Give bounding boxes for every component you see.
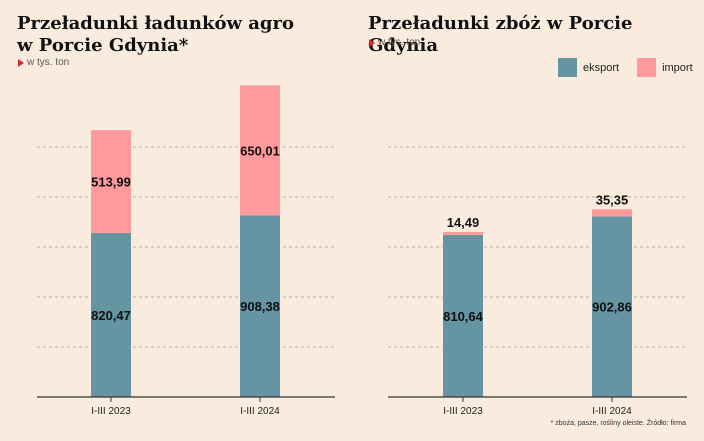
- left-x-tick-label-1: I-III 2024: [240, 406, 280, 417]
- red-triangle-icon: [18, 58, 24, 67]
- left-bar-eksport-1: [240, 215, 280, 397]
- red-triangle-icon: [369, 38, 375, 47]
- left-bar-import-0: [91, 130, 131, 233]
- left-bar-import-1: [240, 85, 280, 216]
- right-data-label-eksport-0: 810,64: [443, 309, 484, 324]
- chart-title-left-line2: w Porcie Gdynia*: [17, 35, 189, 56]
- legend-item-eksport: eksport: [558, 58, 619, 77]
- legend-label-import: import: [662, 61, 693, 74]
- unit-note-left: w tys. ton: [18, 57, 69, 68]
- left-bar-eksport-0: [91, 232, 131, 397]
- right-bar-eksport-0: [443, 234, 483, 397]
- chart-title-right-text: Przeładunki zbóż w Porcie Gdynia: [368, 13, 633, 56]
- legend-swatch-import: [637, 58, 657, 77]
- right-bar-eksport-1: [592, 216, 632, 397]
- legend-label-eksport: eksport: [583, 61, 620, 74]
- unit-note-right-text: w tys. ton: [378, 37, 421, 48]
- left-data-label-import-1: 650,01: [240, 143, 280, 158]
- right-x-tick-label-0: I-III 2023: [443, 406, 483, 417]
- right-bar-import-0: [443, 231, 483, 235]
- unit-note-right: w tys. ton: [369, 37, 420, 48]
- footnote: * zboża, pasze, rośliny oleiste. Źródło:…: [550, 420, 686, 427]
- legend-item-import: import: [637, 58, 693, 77]
- legend-swatch-eksport: [558, 58, 577, 77]
- left-x-tick-label-0: I-III 2023: [91, 406, 131, 417]
- chart-title-left-line1: Przeładunki ładunków agro: [17, 13, 294, 34]
- right-x-tick-label-1: I-III 2024: [592, 406, 632, 417]
- chart-title-right: Przeładunki zbóż w Porcie Gdynia: [368, 13, 704, 57]
- chart-title-left: Przeładunki ładunków agro w Porcie Gdyni…: [17, 13, 294, 57]
- left-data-label-eksport-0: 820,47: [91, 308, 131, 323]
- right-data-label-import-1: 35,35: [596, 192, 629, 207]
- right-bar-import-1: [592, 209, 632, 217]
- right-data-label-eksport-1: 902,86: [592, 300, 632, 315]
- legend: eksport import: [558, 58, 693, 77]
- left-data-label-import-0: 513,99: [91, 175, 131, 190]
- right-data-label-import-0: 14,49: [447, 215, 480, 230]
- unit-note-left-text: w tys. ton: [27, 57, 70, 68]
- left-data-label-eksport-1: 908,38: [240, 299, 280, 314]
